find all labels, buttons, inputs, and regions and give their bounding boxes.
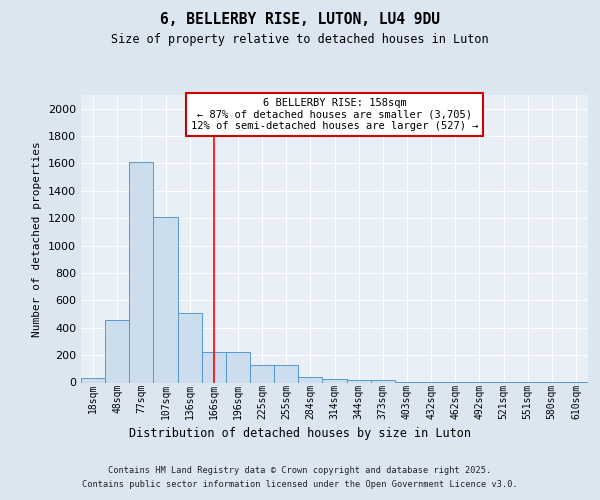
Bar <box>347 380 371 382</box>
Bar <box>105 320 129 382</box>
Bar <box>129 162 154 382</box>
Bar <box>250 364 274 382</box>
Text: 6 BELLERBY RISE: 158sqm
← 87% of detached houses are smaller (3,705)
12% of semi: 6 BELLERBY RISE: 158sqm ← 87% of detache… <box>191 98 478 131</box>
Bar <box>371 380 395 382</box>
Bar <box>154 217 178 382</box>
Text: Size of property relative to detached houses in Luton: Size of property relative to detached ho… <box>111 32 489 46</box>
Text: 6, BELLERBY RISE, LUTON, LU4 9DU: 6, BELLERBY RISE, LUTON, LU4 9DU <box>160 12 440 28</box>
Text: Contains HM Land Registry data © Crown copyright and database right 2025.: Contains HM Land Registry data © Crown c… <box>109 466 491 475</box>
Bar <box>226 352 250 382</box>
Text: Distribution of detached houses by size in Luton: Distribution of detached houses by size … <box>129 428 471 440</box>
Bar <box>322 379 347 382</box>
Bar <box>202 352 226 382</box>
Bar <box>81 378 105 382</box>
Bar <box>298 377 322 382</box>
Bar <box>178 312 202 382</box>
Y-axis label: Number of detached properties: Number of detached properties <box>32 141 43 336</box>
Bar <box>274 364 298 382</box>
Text: Contains public sector information licensed under the Open Government Licence v3: Contains public sector information licen… <box>82 480 518 489</box>
